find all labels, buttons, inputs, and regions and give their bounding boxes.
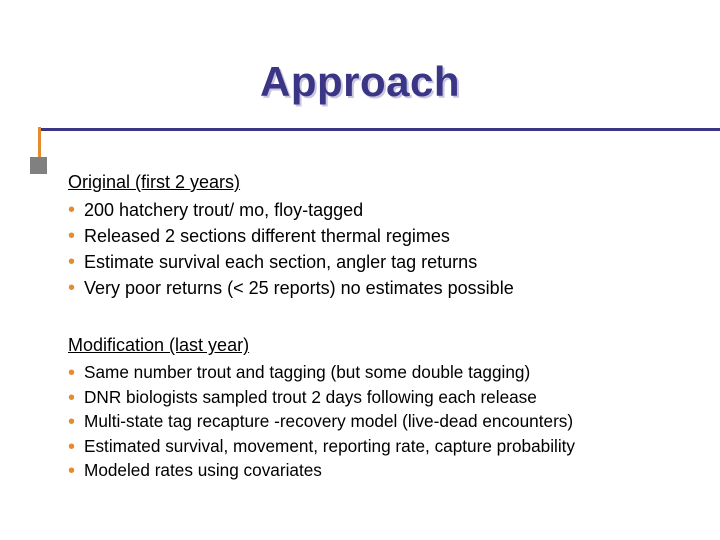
section2-heading: Modification (last year) bbox=[68, 335, 690, 356]
section1-heading: Original (first 2 years) bbox=[68, 172, 690, 193]
list-item: Estimate survival each section, angler t… bbox=[68, 249, 690, 275]
list-item: DNR biologists sampled trout 2 days foll… bbox=[68, 385, 690, 409]
slide-title: Approach bbox=[0, 58, 720, 106]
bullet-square-icon bbox=[30, 157, 47, 174]
list-item: Modeled rates using covariates bbox=[68, 458, 690, 482]
list-item: Same number trout and tagging (but some … bbox=[68, 360, 690, 384]
title-rule bbox=[0, 128, 720, 138]
content-area: Original (first 2 years) 200 hatchery tr… bbox=[68, 172, 690, 482]
section2-list: Same number trout and tagging (but some … bbox=[68, 360, 690, 482]
list-item: 200 hatchery trout/ mo, floy-tagged bbox=[68, 197, 690, 223]
section-gap bbox=[68, 301, 690, 335]
horizontal-rule bbox=[38, 128, 720, 131]
list-item: Estimated survival, movement, reporting … bbox=[68, 434, 690, 458]
section1-list: 200 hatchery trout/ mo, floy-tagged Rele… bbox=[68, 197, 690, 301]
list-item: Multi-state tag recapture -recovery mode… bbox=[68, 409, 690, 433]
list-item: Released 2 sections different thermal re… bbox=[68, 223, 690, 249]
list-item: Very poor returns (< 25 reports) no esti… bbox=[68, 275, 690, 301]
slide: Approach Original (first 2 years) 200 ha… bbox=[0, 0, 720, 540]
